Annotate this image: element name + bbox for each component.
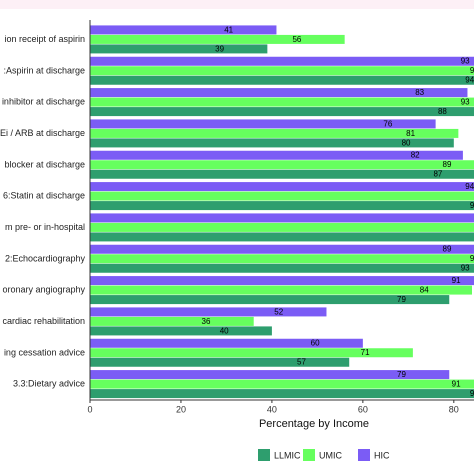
value-label: 56 bbox=[292, 35, 301, 44]
y-tick-label: ing cessation advice bbox=[4, 347, 85, 357]
value-label: 93 bbox=[461, 97, 470, 106]
bar bbox=[90, 254, 474, 264]
legend-label: LLMIC bbox=[274, 450, 301, 460]
value-label: 82 bbox=[411, 151, 420, 160]
value-label: 87 bbox=[433, 170, 442, 179]
bar bbox=[90, 295, 450, 305]
legend-swatch bbox=[358, 449, 370, 461]
value-label: 71 bbox=[361, 348, 370, 357]
bar bbox=[90, 66, 474, 76]
x-tick-label: 0 bbox=[87, 404, 92, 414]
y-tick-label: ion receipt of aspirin bbox=[4, 34, 85, 44]
value-label: 36 bbox=[202, 317, 211, 326]
bar bbox=[90, 191, 474, 201]
bar bbox=[90, 201, 474, 211]
bar bbox=[90, 119, 436, 129]
bar bbox=[90, 232, 474, 242]
value-label: 91 bbox=[452, 379, 461, 388]
value-label: 76 bbox=[383, 119, 392, 128]
bar bbox=[90, 389, 474, 399]
value-label: 93 bbox=[461, 264, 470, 273]
bar bbox=[90, 379, 474, 389]
bar bbox=[90, 244, 474, 254]
value-label: 95 bbox=[470, 201, 474, 210]
legend-swatch bbox=[303, 449, 315, 461]
value-label: 40 bbox=[220, 326, 229, 335]
value-label: 91 bbox=[452, 276, 461, 285]
bar bbox=[90, 75, 474, 85]
value-label: 95 bbox=[470, 389, 474, 398]
value-label: 81 bbox=[406, 129, 415, 138]
bar bbox=[90, 222, 474, 232]
y-tick-label: :Aspirin at discharge bbox=[3, 65, 85, 75]
bar bbox=[90, 348, 413, 358]
y-tick-label: Ei / ARB at discharge bbox=[0, 128, 85, 138]
value-label: 39 bbox=[215, 44, 224, 53]
bar bbox=[90, 338, 363, 348]
value-label: 79 bbox=[397, 370, 406, 379]
y-tick-label: inhibitor at discharge bbox=[2, 97, 85, 107]
bar bbox=[90, 316, 254, 326]
legend-swatch bbox=[258, 449, 270, 461]
bar bbox=[90, 169, 474, 179]
bar bbox=[90, 276, 474, 286]
legend-label: UMIC bbox=[319, 450, 342, 460]
value-label: 94 bbox=[465, 76, 474, 85]
bar bbox=[90, 326, 272, 336]
value-label: 41 bbox=[224, 25, 233, 34]
bar bbox=[90, 307, 327, 317]
x-tick-label: 40 bbox=[267, 404, 277, 414]
value-label: 60 bbox=[311, 339, 320, 348]
value-label: 89 bbox=[443, 160, 452, 169]
legend-label: HIC bbox=[374, 450, 390, 460]
bar bbox=[90, 88, 468, 98]
y-tick-label: 3.3:Dietary advice bbox=[13, 379, 85, 389]
y-tick-label: m pre- or in-hospital bbox=[5, 222, 85, 232]
value-label: 80 bbox=[402, 138, 411, 147]
bar bbox=[90, 182, 474, 192]
bar bbox=[90, 370, 450, 380]
y-tick-label: 2:Echocardiography bbox=[5, 253, 86, 263]
value-label: 93 bbox=[461, 57, 470, 66]
y-tick-label: oronary angiography bbox=[2, 285, 85, 295]
y-tick-label: cardiac rehabilitation bbox=[2, 316, 85, 326]
bar bbox=[90, 263, 474, 273]
value-label: 79 bbox=[397, 295, 406, 304]
bar bbox=[90, 107, 474, 117]
y-tick-label: 6:Statin at discharge bbox=[3, 191, 85, 201]
bar bbox=[90, 213, 474, 223]
bar bbox=[90, 160, 474, 170]
value-label: 89 bbox=[443, 245, 452, 254]
x-tick-label: 20 bbox=[176, 404, 186, 414]
value-label: 95 bbox=[470, 254, 474, 263]
y-tick-label: blocker at discharge bbox=[4, 159, 85, 169]
bar bbox=[90, 357, 350, 367]
bar bbox=[90, 56, 474, 66]
x-tick-label: 60 bbox=[358, 404, 368, 414]
top-band bbox=[0, 0, 474, 9]
value-label: 52 bbox=[274, 307, 283, 316]
bar bbox=[90, 97, 474, 107]
value-label: 83 bbox=[415, 88, 424, 97]
value-label: 95 bbox=[470, 66, 474, 75]
bar bbox=[90, 150, 463, 160]
value-label: 94 bbox=[465, 182, 474, 191]
value-label: 57 bbox=[297, 358, 306, 367]
x-axis-title: Percentage by Income bbox=[259, 418, 369, 430]
bar bbox=[90, 285, 472, 295]
value-label: 88 bbox=[438, 107, 447, 116]
x-tick-label: 80 bbox=[449, 404, 459, 414]
bar bbox=[90, 44, 268, 54]
bar bbox=[90, 34, 345, 44]
bar bbox=[90, 138, 454, 148]
value-label: 84 bbox=[420, 285, 429, 294]
bar bbox=[90, 128, 459, 138]
bar bbox=[90, 25, 277, 35]
